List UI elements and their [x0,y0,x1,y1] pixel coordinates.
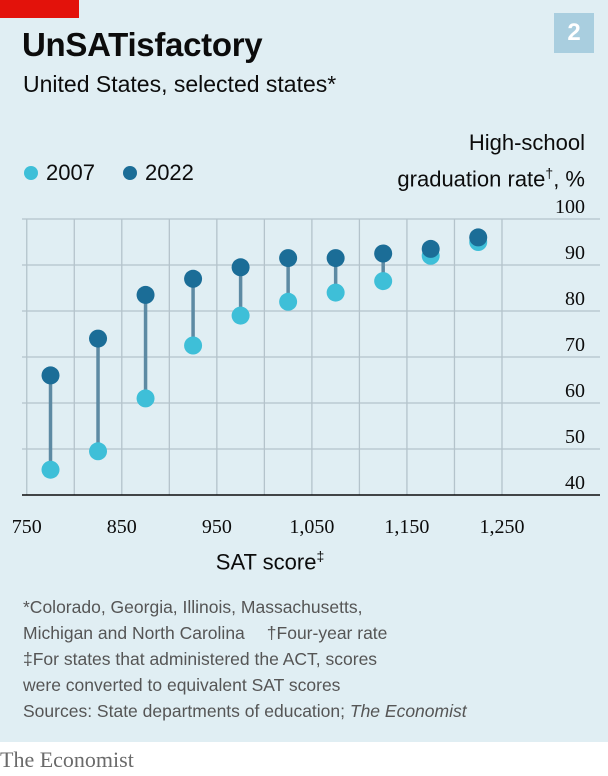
point-2022 [136,285,155,304]
point-2007 [326,283,345,302]
sources-line: Sources: State departments of education;… [23,698,593,724]
y-tick-label: 40 [565,472,585,494]
point-2022 [279,249,298,268]
point-2022 [374,244,393,263]
legend-swatch-2022 [122,166,137,180]
point-2007 [89,442,108,461]
point-2007 [374,272,393,291]
point-2022 [41,366,60,385]
legend-swatch-2007 [24,166,38,180]
point-2022 [231,258,250,277]
x-tick-label: 1,150 [384,516,429,538]
x-axis-title: SAT score‡ [0,548,540,575]
x-tick-label: 750 [12,516,42,538]
x-axis-title-text: SAT score [215,549,317,575]
point-2022 [184,269,203,288]
chart-number-badge: 2 [554,13,594,53]
y-tick-label: 80 [565,288,585,310]
point-2007 [136,389,155,408]
point-2007 [184,336,203,355]
chart-title: UnSATisfactory [22,26,263,63]
legend: 2007 2022 [24,160,222,186]
point-2007 [279,292,298,311]
point-2007 [41,460,60,479]
sources-publication: The Economist [349,701,467,721]
x-tick-label: 950 [202,516,232,538]
y-tick-label: 60 [565,380,585,402]
footnote-line-2: Michigan and North Carolina †Four-year ra… [23,620,593,646]
y-axis-title-text: graduation rate [397,166,546,192]
chart-panel [0,0,608,742]
sources-text: Sources: State departments of education; [23,701,350,721]
y-axis-title-unit: , % [553,166,585,192]
footnotes: *Colorado, Georgia, Illinois, Massachuse… [23,594,593,724]
footnote-states: Michigan and North Carolina [23,623,245,643]
y-axis-title-line1: High-school [468,130,585,155]
footnote-line-1: *Colorado, Georgia, Illinois, Massachuse… [23,597,363,617]
y-tick-label: 50 [565,426,585,448]
point-2022 [421,239,440,258]
legend-label-2022: 2022 [144,160,194,185]
y-axis-title: High-school graduation rate†, % [397,127,585,194]
chart-subtitle: United States, selected states* [23,71,337,97]
legend-item-2007: 2007 [24,160,95,186]
x-tick-label: 850 [107,516,137,538]
point-2022 [326,249,345,268]
point-2022 [469,228,488,247]
y-axis-title-mark: † [545,165,554,181]
point-2022 [89,329,108,348]
y-tick-label: 70 [565,334,585,356]
x-tick-label: 1,050 [289,516,334,538]
y-tick-label: 100 [555,196,585,218]
point-2007 [231,306,250,325]
footnote-four-year: †Four-year rate [266,623,388,643]
footnote-line-4: were converted to equivalent SAT scores [23,675,341,695]
brand-accent-bar [0,0,79,18]
y-axis-title-line2: graduation rate†, % [397,158,585,194]
legend-label-2007: 2007 [46,160,95,185]
x-axis-title-mark: ‡ [316,548,325,564]
y-tick-label: 90 [565,242,585,264]
footnote-line-3: ‡For states that administered the ACT, s… [23,649,378,669]
legend-item-2022: 2022 [122,160,194,186]
brand-wordmark: The Economist [0,747,134,772]
x-tick-label: 1,250 [479,516,524,538]
